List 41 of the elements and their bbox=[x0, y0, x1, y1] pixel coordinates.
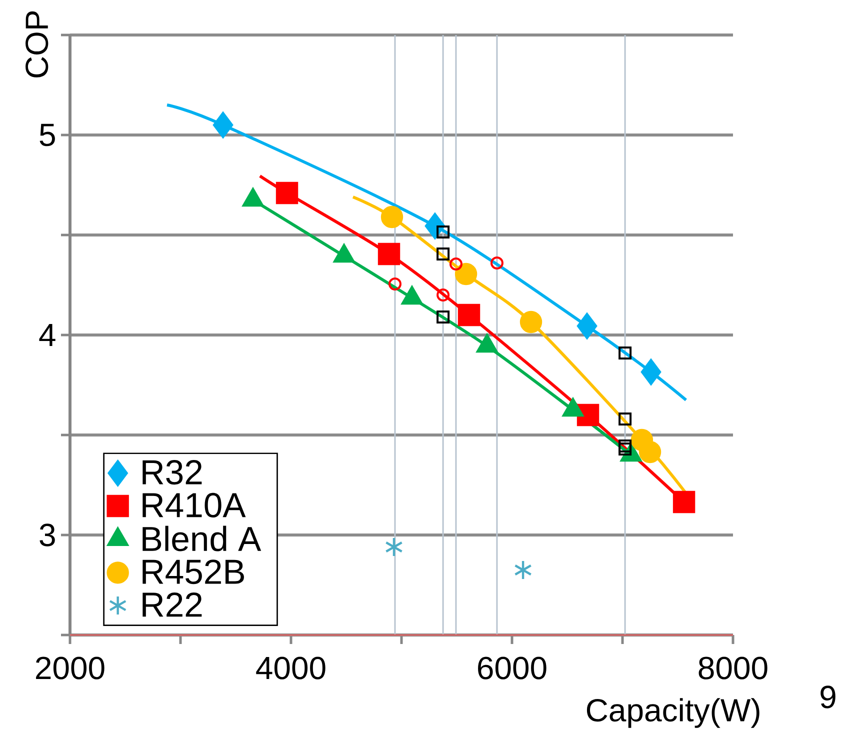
x-tick-label: 8000 bbox=[698, 656, 768, 680]
point bbox=[378, 242, 400, 266]
point bbox=[576, 404, 600, 426]
point bbox=[436, 226, 450, 238]
y-tick-label: 4 bbox=[39, 324, 56, 346]
point bbox=[640, 358, 662, 386]
x-axis-title: Capacity(W) bbox=[586, 698, 760, 728]
legend-label: R32 bbox=[142, 460, 202, 485]
point bbox=[514, 560, 532, 580]
x-tick-label: 4000 bbox=[256, 656, 326, 680]
point bbox=[576, 312, 598, 340]
point bbox=[618, 440, 632, 452]
point bbox=[276, 182, 298, 204]
point bbox=[618, 412, 632, 426]
point bbox=[212, 112, 234, 138]
point bbox=[436, 248, 450, 260]
y-tick-label: 3 bbox=[40, 524, 55, 546]
point bbox=[436, 288, 450, 302]
point bbox=[385, 536, 403, 558]
point bbox=[520, 310, 542, 334]
legend-label: R452B bbox=[142, 560, 244, 584]
legend-label: Blend A bbox=[142, 526, 262, 552]
point bbox=[672, 490, 696, 514]
text: 9 bbox=[820, 686, 836, 708]
point bbox=[490, 256, 504, 270]
x-tick-label: 2000 bbox=[36, 656, 104, 680]
point bbox=[618, 346, 632, 360]
point bbox=[449, 258, 462, 270]
point bbox=[388, 277, 402, 290]
point bbox=[618, 442, 632, 456]
y-axis-title: COP bbox=[26, 11, 48, 78]
y-tick-label: 5 bbox=[40, 124, 55, 146]
point bbox=[436, 310, 450, 324]
point bbox=[458, 304, 480, 326]
legend-label: R410A bbox=[142, 492, 246, 518]
line-series bbox=[166, 103, 688, 402]
point bbox=[638, 440, 662, 464]
legend-label: R22 bbox=[142, 592, 202, 617]
x-tick-label: 6000 bbox=[478, 656, 546, 680]
point bbox=[380, 206, 404, 228]
point bbox=[454, 262, 478, 286]
